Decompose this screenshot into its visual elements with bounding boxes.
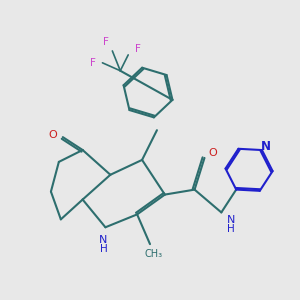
Text: N: N <box>227 215 236 225</box>
Text: H: H <box>100 244 107 254</box>
Text: N: N <box>261 140 271 153</box>
Text: F: F <box>90 58 95 68</box>
Text: F: F <box>103 37 109 47</box>
Text: H: H <box>227 224 235 234</box>
Text: O: O <box>208 148 217 158</box>
Text: O: O <box>49 130 57 140</box>
Text: F: F <box>135 44 141 54</box>
Text: CH₃: CH₃ <box>145 249 163 259</box>
Text: N: N <box>99 235 108 245</box>
